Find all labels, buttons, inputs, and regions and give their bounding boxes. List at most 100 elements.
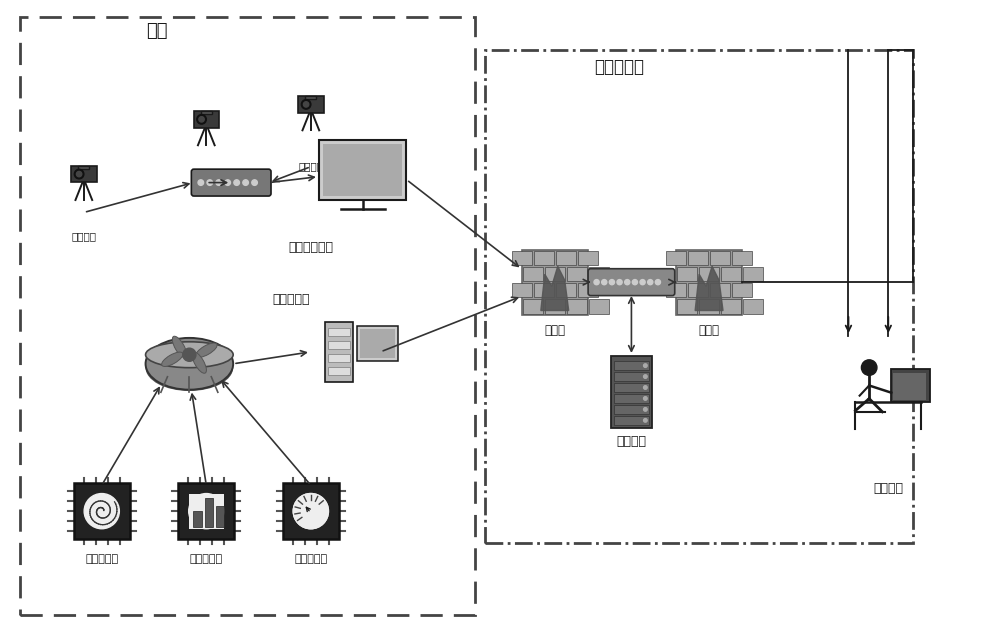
Circle shape bbox=[252, 180, 257, 185]
Text: 视频探头: 视频探头 bbox=[71, 231, 96, 242]
Ellipse shape bbox=[192, 352, 206, 373]
Bar bbox=[743, 299, 763, 314]
Bar bbox=[677, 267, 697, 281]
Circle shape bbox=[861, 360, 877, 375]
Bar bbox=[732, 283, 752, 297]
Circle shape bbox=[243, 180, 248, 185]
Bar bbox=[614, 361, 649, 370]
Circle shape bbox=[183, 348, 196, 361]
Bar bbox=[216, 507, 224, 527]
Ellipse shape bbox=[146, 342, 233, 368]
Circle shape bbox=[594, 280, 599, 285]
Bar bbox=[666, 251, 686, 265]
Circle shape bbox=[644, 385, 647, 389]
Bar bbox=[614, 383, 649, 392]
Bar bbox=[710, 251, 730, 265]
FancyBboxPatch shape bbox=[283, 483, 339, 539]
Circle shape bbox=[648, 280, 653, 285]
FancyBboxPatch shape bbox=[191, 169, 271, 196]
Bar bbox=[721, 299, 741, 314]
Bar bbox=[523, 267, 543, 281]
Circle shape bbox=[644, 408, 647, 411]
Circle shape bbox=[76, 171, 82, 177]
Ellipse shape bbox=[196, 343, 217, 358]
Bar bbox=[78, 166, 89, 169]
Circle shape bbox=[609, 280, 614, 285]
Bar bbox=[556, 251, 576, 265]
Circle shape bbox=[644, 364, 647, 367]
Bar bbox=[545, 267, 565, 281]
Bar bbox=[699, 299, 719, 314]
Text: 液位传感器: 液位传感器 bbox=[190, 554, 223, 564]
Circle shape bbox=[189, 493, 224, 529]
Circle shape bbox=[655, 280, 660, 285]
Bar bbox=[589, 267, 609, 281]
Bar bbox=[677, 299, 697, 314]
Bar bbox=[567, 267, 587, 281]
Bar bbox=[676, 250, 742, 314]
Circle shape bbox=[225, 180, 230, 185]
Bar bbox=[614, 372, 649, 381]
Ellipse shape bbox=[172, 336, 187, 358]
Text: 公司: 公司 bbox=[146, 22, 167, 40]
Bar bbox=[360, 330, 395, 358]
Bar bbox=[743, 267, 763, 281]
Bar bbox=[328, 354, 350, 362]
Bar bbox=[328, 341, 350, 349]
Text: 智能主机: 智能主机 bbox=[616, 435, 646, 448]
Bar bbox=[512, 251, 532, 265]
Bar bbox=[534, 251, 554, 265]
Circle shape bbox=[84, 493, 119, 529]
Bar bbox=[193, 511, 202, 527]
Bar bbox=[485, 50, 913, 543]
Text: 视频探头: 视频探头 bbox=[298, 162, 323, 172]
Bar bbox=[567, 299, 587, 314]
Bar bbox=[319, 139, 406, 200]
Polygon shape bbox=[695, 266, 723, 311]
Bar bbox=[688, 251, 708, 265]
Bar bbox=[891, 369, 930, 401]
Bar bbox=[589, 299, 609, 314]
Bar bbox=[325, 322, 353, 382]
Bar bbox=[699, 267, 719, 281]
Bar bbox=[611, 356, 652, 427]
Bar bbox=[522, 250, 588, 314]
Bar bbox=[545, 299, 565, 314]
Text: 防火墙: 防火墙 bbox=[544, 325, 565, 337]
Circle shape bbox=[301, 100, 311, 109]
FancyBboxPatch shape bbox=[194, 111, 219, 127]
Bar bbox=[556, 283, 576, 297]
FancyBboxPatch shape bbox=[178, 483, 234, 539]
Circle shape bbox=[617, 280, 622, 285]
Bar bbox=[205, 498, 213, 527]
Bar bbox=[305, 96, 316, 100]
Bar bbox=[523, 299, 543, 314]
Ellipse shape bbox=[162, 352, 183, 366]
Bar bbox=[666, 283, 686, 297]
Circle shape bbox=[625, 280, 630, 285]
Bar bbox=[893, 373, 926, 400]
Circle shape bbox=[293, 493, 328, 529]
Text: 远程服务器: 远程服务器 bbox=[594, 58, 644, 76]
Bar bbox=[578, 251, 598, 265]
Bar bbox=[328, 367, 350, 375]
Circle shape bbox=[293, 493, 328, 529]
Bar bbox=[614, 394, 649, 403]
FancyBboxPatch shape bbox=[298, 96, 324, 113]
Bar bbox=[721, 267, 741, 281]
Circle shape bbox=[234, 180, 239, 185]
Circle shape bbox=[207, 180, 213, 185]
Text: 防火墙: 防火墙 bbox=[699, 325, 720, 337]
Circle shape bbox=[74, 169, 84, 179]
Circle shape bbox=[632, 280, 637, 285]
Ellipse shape bbox=[146, 344, 233, 391]
Bar bbox=[614, 405, 649, 413]
Circle shape bbox=[216, 180, 222, 185]
Text: 视频监控网关: 视频监控网关 bbox=[288, 241, 333, 254]
FancyBboxPatch shape bbox=[588, 269, 675, 295]
Text: 浓度传感器: 浓度传感器 bbox=[294, 554, 327, 564]
Circle shape bbox=[644, 375, 647, 378]
Circle shape bbox=[303, 101, 309, 107]
Bar bbox=[328, 328, 350, 336]
Bar bbox=[578, 283, 598, 297]
